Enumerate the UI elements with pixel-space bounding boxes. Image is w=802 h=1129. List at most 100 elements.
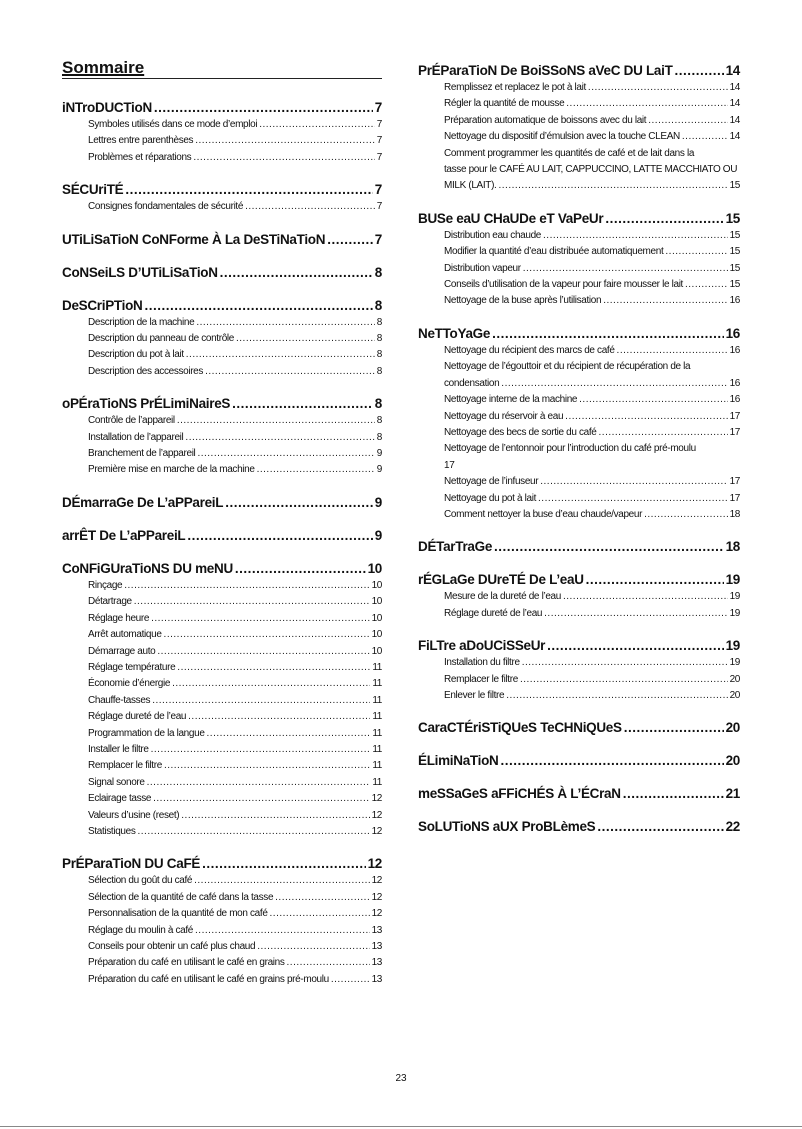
heading-page: 20 bbox=[725, 720, 741, 736]
toc-heading[interactable]: meSSaGeS aFFiCHÉS À L’ÉCraN 21 bbox=[418, 785, 740, 803]
toc-entry[interactable]: Réglage dureté de l’eau 11 bbox=[88, 709, 382, 725]
toc-heading[interactable]: UTiLiSaTioN CoNForme À La DeSTiNaTioN 7 bbox=[62, 231, 382, 249]
heading-text: oPÉraTioNS PrÉLimiNaireS bbox=[62, 396, 231, 412]
toc-entry[interactable]: Détartrage 10 bbox=[88, 594, 382, 610]
toc-entry[interactable]: Sélection de la quantité de café dans la… bbox=[88, 890, 382, 906]
dot-leader bbox=[124, 578, 369, 594]
toc-entry[interactable]: Nettoyage du réservoir à eau 17 bbox=[444, 409, 740, 425]
entry-text: Enlever le filtre bbox=[444, 689, 505, 701]
toc-entry[interactable]: Contrôle de l’appareil 8 bbox=[88, 413, 382, 429]
toc-heading[interactable]: iNTroDUCTioN 7 bbox=[62, 99, 382, 117]
toc-entry[interactable]: Statistiques 12 bbox=[88, 824, 382, 840]
toc-heading[interactable]: DeSCriPTioN 8 bbox=[62, 297, 382, 315]
toc-entry[interactable]: Sélection du goût du café 12 bbox=[88, 873, 382, 889]
toc-heading[interactable]: rÉGLaGe DUreTÉ De L’eaU 19 bbox=[418, 571, 740, 589]
toc-entry[interactable]: Nettoyage de la buse après l’utilisation… bbox=[444, 293, 740, 309]
toc-entry[interactable]: Modifier la quantité d’eau distribuée au… bbox=[444, 244, 740, 260]
toc-entry[interactable]: Nettoyage de l’infuseur 17 bbox=[444, 474, 740, 490]
toc-entry[interactable]: Valeurs d’usine (reset) 12 bbox=[88, 808, 382, 824]
toc-entry[interactable]: Description du pot à lait 8 bbox=[88, 347, 382, 363]
toc-entry[interactable]: Lettres entre parenthèses 7 bbox=[88, 133, 382, 149]
toc-entry[interactable]: Distribution eau chaude 15 bbox=[444, 228, 740, 244]
toc-heading[interactable]: PrÉParaTioN De BoiSSoNS aVeC DU LaiT 14 bbox=[418, 62, 740, 80]
toc-entry[interactable]: Nettoyage de l’entonnoir pour l’introduc… bbox=[444, 441, 740, 474]
toc-entry[interactable]: Symboles utilisés dans ce mode d’emploi 7 bbox=[88, 117, 382, 133]
entry-text: Branchement de l’appareil bbox=[88, 448, 196, 460]
toc-entry[interactable]: Rinçage 10 bbox=[88, 578, 382, 594]
toc-entry[interactable]: Réglage dureté de l’eau 19 bbox=[444, 606, 740, 622]
toc-entry[interactable]: Signal sonore 11 bbox=[88, 775, 382, 791]
entry-text: Réglage heure bbox=[88, 612, 150, 624]
toc-heading[interactable]: oPÉraTioNS PrÉLimiNaireS 8 bbox=[62, 395, 382, 413]
toc-heading[interactable]: SÉCUriTÉ 7 bbox=[62, 181, 382, 199]
toc-entry[interactable]: Remplacer le filtre 20 bbox=[444, 672, 740, 688]
toc-entry[interactable]: Remplacer le filtre 11 bbox=[88, 758, 382, 774]
toc-entry[interactable]: Description de la machine 8 bbox=[88, 315, 382, 331]
toc-section: UTiLiSaTioN CoNForme À La DeSTiNaTioN 7 bbox=[62, 231, 382, 249]
toc-entry[interactable]: Nettoyage du récipient des marcs de café… bbox=[444, 343, 740, 359]
toc-entry[interactable]: Arrêt automatique 10 bbox=[88, 627, 382, 643]
toc-heading[interactable]: PrÉParaTioN DU CaFÉ 12 bbox=[62, 855, 382, 873]
toc-entry[interactable]: Économie d’énergie 11 bbox=[88, 676, 382, 692]
toc-entry[interactable]: Problèmes et réparations 7 bbox=[88, 150, 382, 166]
toc-entry[interactable]: Distribution vapeur 15 bbox=[444, 261, 740, 277]
toc-entry[interactable]: Réglage du moulin à café 13 bbox=[88, 923, 382, 939]
toc-entry[interactable]: Personnalisation de la quantité de mon c… bbox=[88, 906, 382, 922]
toc-entry[interactable]: Préparation automatique de boissons avec… bbox=[444, 113, 740, 129]
toc-entry[interactable]: Nettoyage interne de la machine 16 bbox=[444, 392, 740, 408]
toc-section: ÉLimiNaTioN 20 bbox=[418, 752, 740, 770]
toc-entry[interactable]: Description des accessoires 8 bbox=[88, 364, 382, 380]
toc-entry[interactable]: Consignes fondamentales de sécurité 7 bbox=[88, 199, 382, 215]
heading-page: 7 bbox=[374, 231, 383, 247]
toc-entry[interactable]: Installation de l’appareil 8 bbox=[88, 430, 382, 446]
toc-entry[interactable]: Nettoyage du dispositif d’émulsion avec … bbox=[444, 129, 740, 145]
entry-text: Nettoyage du récipient des marcs de café bbox=[444, 344, 615, 356]
dot-leader bbox=[566, 96, 727, 112]
heading-text: SoLUTioNS aUX ProBLèmeS bbox=[418, 819, 596, 835]
toc-entry[interactable]: Description du panneau de contrôle 8 bbox=[88, 331, 382, 347]
toc-heading[interactable]: DÉTarTraGe 18 bbox=[418, 538, 740, 556]
toc-entry[interactable]: Nettoyage du pot à lait 17 bbox=[444, 491, 740, 507]
toc-entry[interactable]: Conseils pour obtenir un café plus chaud… bbox=[88, 939, 382, 955]
toc-entry[interactable]: Enlever le filtre 20 bbox=[444, 688, 740, 704]
toc-heading[interactable]: FiLTre aDoUCiSSeUr 19 bbox=[418, 637, 740, 655]
toc-heading[interactable]: DÉmarraGe De L’aPPareiL 9 bbox=[62, 494, 382, 512]
toc-entry[interactable]: Remplissez et replacez le pot à lait 14 bbox=[444, 80, 740, 96]
toc-entry[interactable]: Nettoyage de l’égouttoir et du récipient… bbox=[444, 359, 740, 392]
dot-leader bbox=[177, 413, 375, 429]
dot-leader bbox=[172, 676, 370, 692]
toc-entry[interactable]: Préparation du café en utilisant le café… bbox=[88, 972, 382, 988]
toc-entry[interactable]: Chauffe-tasses 11 bbox=[88, 693, 382, 709]
toc-heading[interactable]: BUSe eaU CHaUDe eT VaPeUr 15 bbox=[418, 210, 740, 228]
entry-page: 16 bbox=[729, 295, 741, 307]
toc-entry[interactable]: Préparation du café en utilisant le café… bbox=[88, 955, 382, 971]
toc-entry[interactable]: Mesure de la dureté de l’eau 19 bbox=[444, 589, 740, 605]
toc-entry[interactable]: Branchement de l’appareil 9 bbox=[88, 446, 382, 462]
toc-heading[interactable]: CoNSeiLS D’UTiLiSaTioN 8 bbox=[62, 264, 382, 282]
toc-entry[interactable]: Eclairage tasse 12 bbox=[88, 791, 382, 807]
toc-heading[interactable]: CaraCTÉriSTiQUeS TeCHNiQUeS 20 bbox=[418, 719, 740, 737]
heading-page: 19 bbox=[725, 572, 741, 588]
toc-entry[interactable]: Installation du filtre 19 bbox=[444, 655, 740, 671]
heading-text: DÉmarraGe De L’aPPareiL bbox=[62, 494, 224, 510]
dot-leader bbox=[597, 818, 723, 836]
toc-entry[interactable]: Première mise en marche de la machine 9 bbox=[88, 462, 382, 478]
toc-heading[interactable]: ÉLimiNaTioN 20 bbox=[418, 752, 740, 770]
toc-entry[interactable]: Démarrage auto 10 bbox=[88, 644, 382, 660]
toc-entry[interactable]: Installer le filtre 11 bbox=[88, 742, 382, 758]
toc-entry[interactable]: Programmation de la langue 11 bbox=[88, 726, 382, 742]
toc-entry[interactable]: Réglage température 11 bbox=[88, 660, 382, 676]
entry-text: tasse pour le CAFÉ AU LAIT, CAPPUCCINO, … bbox=[444, 164, 738, 176]
toc-heading[interactable]: NeTToYaGe 16 bbox=[418, 325, 740, 343]
entry-text: Réglage dureté de l’eau bbox=[88, 711, 187, 723]
toc-entry[interactable]: Conseils d’utilisation de la vapeur pour… bbox=[444, 277, 740, 293]
toc-entry[interactable]: Réglage heure 10 bbox=[88, 611, 382, 627]
toc-heading[interactable]: CoNFiGUraTioNS DU meNU 10 bbox=[62, 560, 382, 578]
toc-entry[interactable]: Nettoyage des becs de sortie du café 17 bbox=[444, 425, 740, 441]
toc-heading[interactable]: SoLUTioNS aUX ProBLèmeS 22 bbox=[418, 818, 740, 836]
heading-page: 8 bbox=[374, 264, 383, 280]
toc-heading[interactable]: arrÊT De L’aPPareiL 9 bbox=[62, 527, 382, 545]
toc-entry[interactable]: Comment nettoyer la buse d’eau chaude/va… bbox=[444, 507, 740, 523]
toc-entry[interactable]: Comment programmer les quantités de café… bbox=[444, 146, 740, 195]
toc-entry[interactable]: Régler la quantité de mousse 14 bbox=[444, 96, 740, 112]
